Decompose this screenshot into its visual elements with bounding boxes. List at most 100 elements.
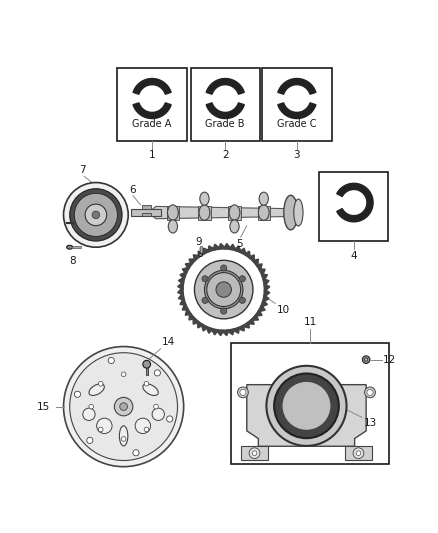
Circle shape: [87, 437, 93, 443]
Circle shape: [221, 308, 227, 314]
Polygon shape: [177, 281, 184, 289]
Circle shape: [202, 276, 208, 282]
Polygon shape: [185, 263, 193, 269]
Circle shape: [135, 418, 151, 433]
Circle shape: [252, 451, 257, 456]
Circle shape: [114, 398, 133, 416]
Bar: [240, 446, 268, 460]
Polygon shape: [264, 289, 270, 297]
Polygon shape: [193, 317, 199, 324]
Circle shape: [99, 427, 103, 432]
Circle shape: [353, 448, 364, 458]
Circle shape: [266, 366, 346, 446]
Polygon shape: [254, 310, 262, 317]
Circle shape: [364, 358, 367, 361]
Polygon shape: [189, 259, 197, 265]
Circle shape: [108, 358, 114, 364]
Polygon shape: [237, 325, 244, 331]
Polygon shape: [262, 295, 269, 303]
Ellipse shape: [143, 384, 158, 395]
Bar: [262, 68, 332, 141]
Polygon shape: [264, 284, 270, 292]
Circle shape: [205, 270, 243, 309]
Bar: [200, 246, 202, 255]
Polygon shape: [234, 246, 242, 253]
Circle shape: [202, 297, 208, 303]
Bar: [258, 206, 270, 220]
Bar: [198, 206, 211, 220]
Ellipse shape: [229, 205, 240, 220]
Bar: [117, 68, 187, 141]
Bar: [191, 68, 260, 141]
Circle shape: [74, 193, 117, 237]
Text: 7: 7: [79, 165, 85, 175]
Polygon shape: [133, 103, 171, 118]
Polygon shape: [185, 308, 191, 315]
Circle shape: [99, 382, 103, 386]
Polygon shape: [278, 103, 316, 118]
Circle shape: [143, 360, 151, 368]
Circle shape: [194, 260, 253, 319]
Text: 3: 3: [293, 150, 300, 160]
Text: 12: 12: [383, 354, 396, 365]
Polygon shape: [247, 318, 254, 324]
Polygon shape: [337, 183, 373, 222]
Polygon shape: [260, 300, 268, 308]
Polygon shape: [180, 271, 187, 279]
Ellipse shape: [258, 205, 269, 220]
Bar: [142, 205, 151, 209]
Ellipse shape: [200, 192, 209, 205]
Polygon shape: [211, 328, 219, 335]
Polygon shape: [182, 303, 188, 310]
Polygon shape: [256, 264, 262, 271]
Text: 10: 10: [277, 305, 290, 315]
Text: 2: 2: [222, 150, 229, 160]
Circle shape: [239, 297, 245, 303]
Polygon shape: [177, 287, 183, 295]
Polygon shape: [206, 78, 244, 94]
Bar: [231, 343, 389, 464]
Polygon shape: [247, 385, 366, 446]
Circle shape: [85, 204, 107, 225]
Polygon shape: [198, 251, 206, 257]
Circle shape: [121, 372, 126, 377]
Circle shape: [216, 282, 231, 297]
Circle shape: [70, 353, 177, 461]
Circle shape: [221, 265, 227, 271]
Polygon shape: [178, 277, 185, 284]
Circle shape: [154, 370, 160, 376]
Bar: [142, 213, 151, 216]
Bar: [345, 446, 372, 460]
Circle shape: [83, 408, 95, 421]
Text: Grade B: Grade B: [205, 119, 245, 129]
Circle shape: [207, 273, 240, 306]
Polygon shape: [242, 322, 249, 328]
Polygon shape: [178, 292, 184, 300]
Text: 6: 6: [130, 185, 136, 195]
Polygon shape: [206, 326, 213, 333]
Circle shape: [154, 405, 158, 409]
Text: 15: 15: [37, 401, 50, 411]
Circle shape: [152, 408, 164, 421]
Polygon shape: [201, 324, 208, 331]
Circle shape: [74, 391, 81, 397]
Polygon shape: [197, 320, 203, 328]
Polygon shape: [203, 248, 211, 254]
Polygon shape: [232, 327, 239, 333]
Ellipse shape: [67, 245, 73, 249]
Ellipse shape: [230, 220, 239, 233]
Bar: [72, 246, 81, 248]
Circle shape: [362, 356, 370, 364]
Ellipse shape: [364, 387, 375, 398]
Polygon shape: [278, 78, 316, 94]
Circle shape: [64, 346, 184, 467]
Circle shape: [240, 389, 246, 395]
Polygon shape: [259, 269, 265, 277]
Ellipse shape: [199, 253, 202, 256]
Text: Grade A: Grade A: [132, 119, 172, 129]
Circle shape: [367, 389, 373, 395]
Polygon shape: [253, 259, 258, 267]
Polygon shape: [219, 244, 226, 249]
Circle shape: [92, 211, 100, 219]
Circle shape: [97, 418, 112, 433]
